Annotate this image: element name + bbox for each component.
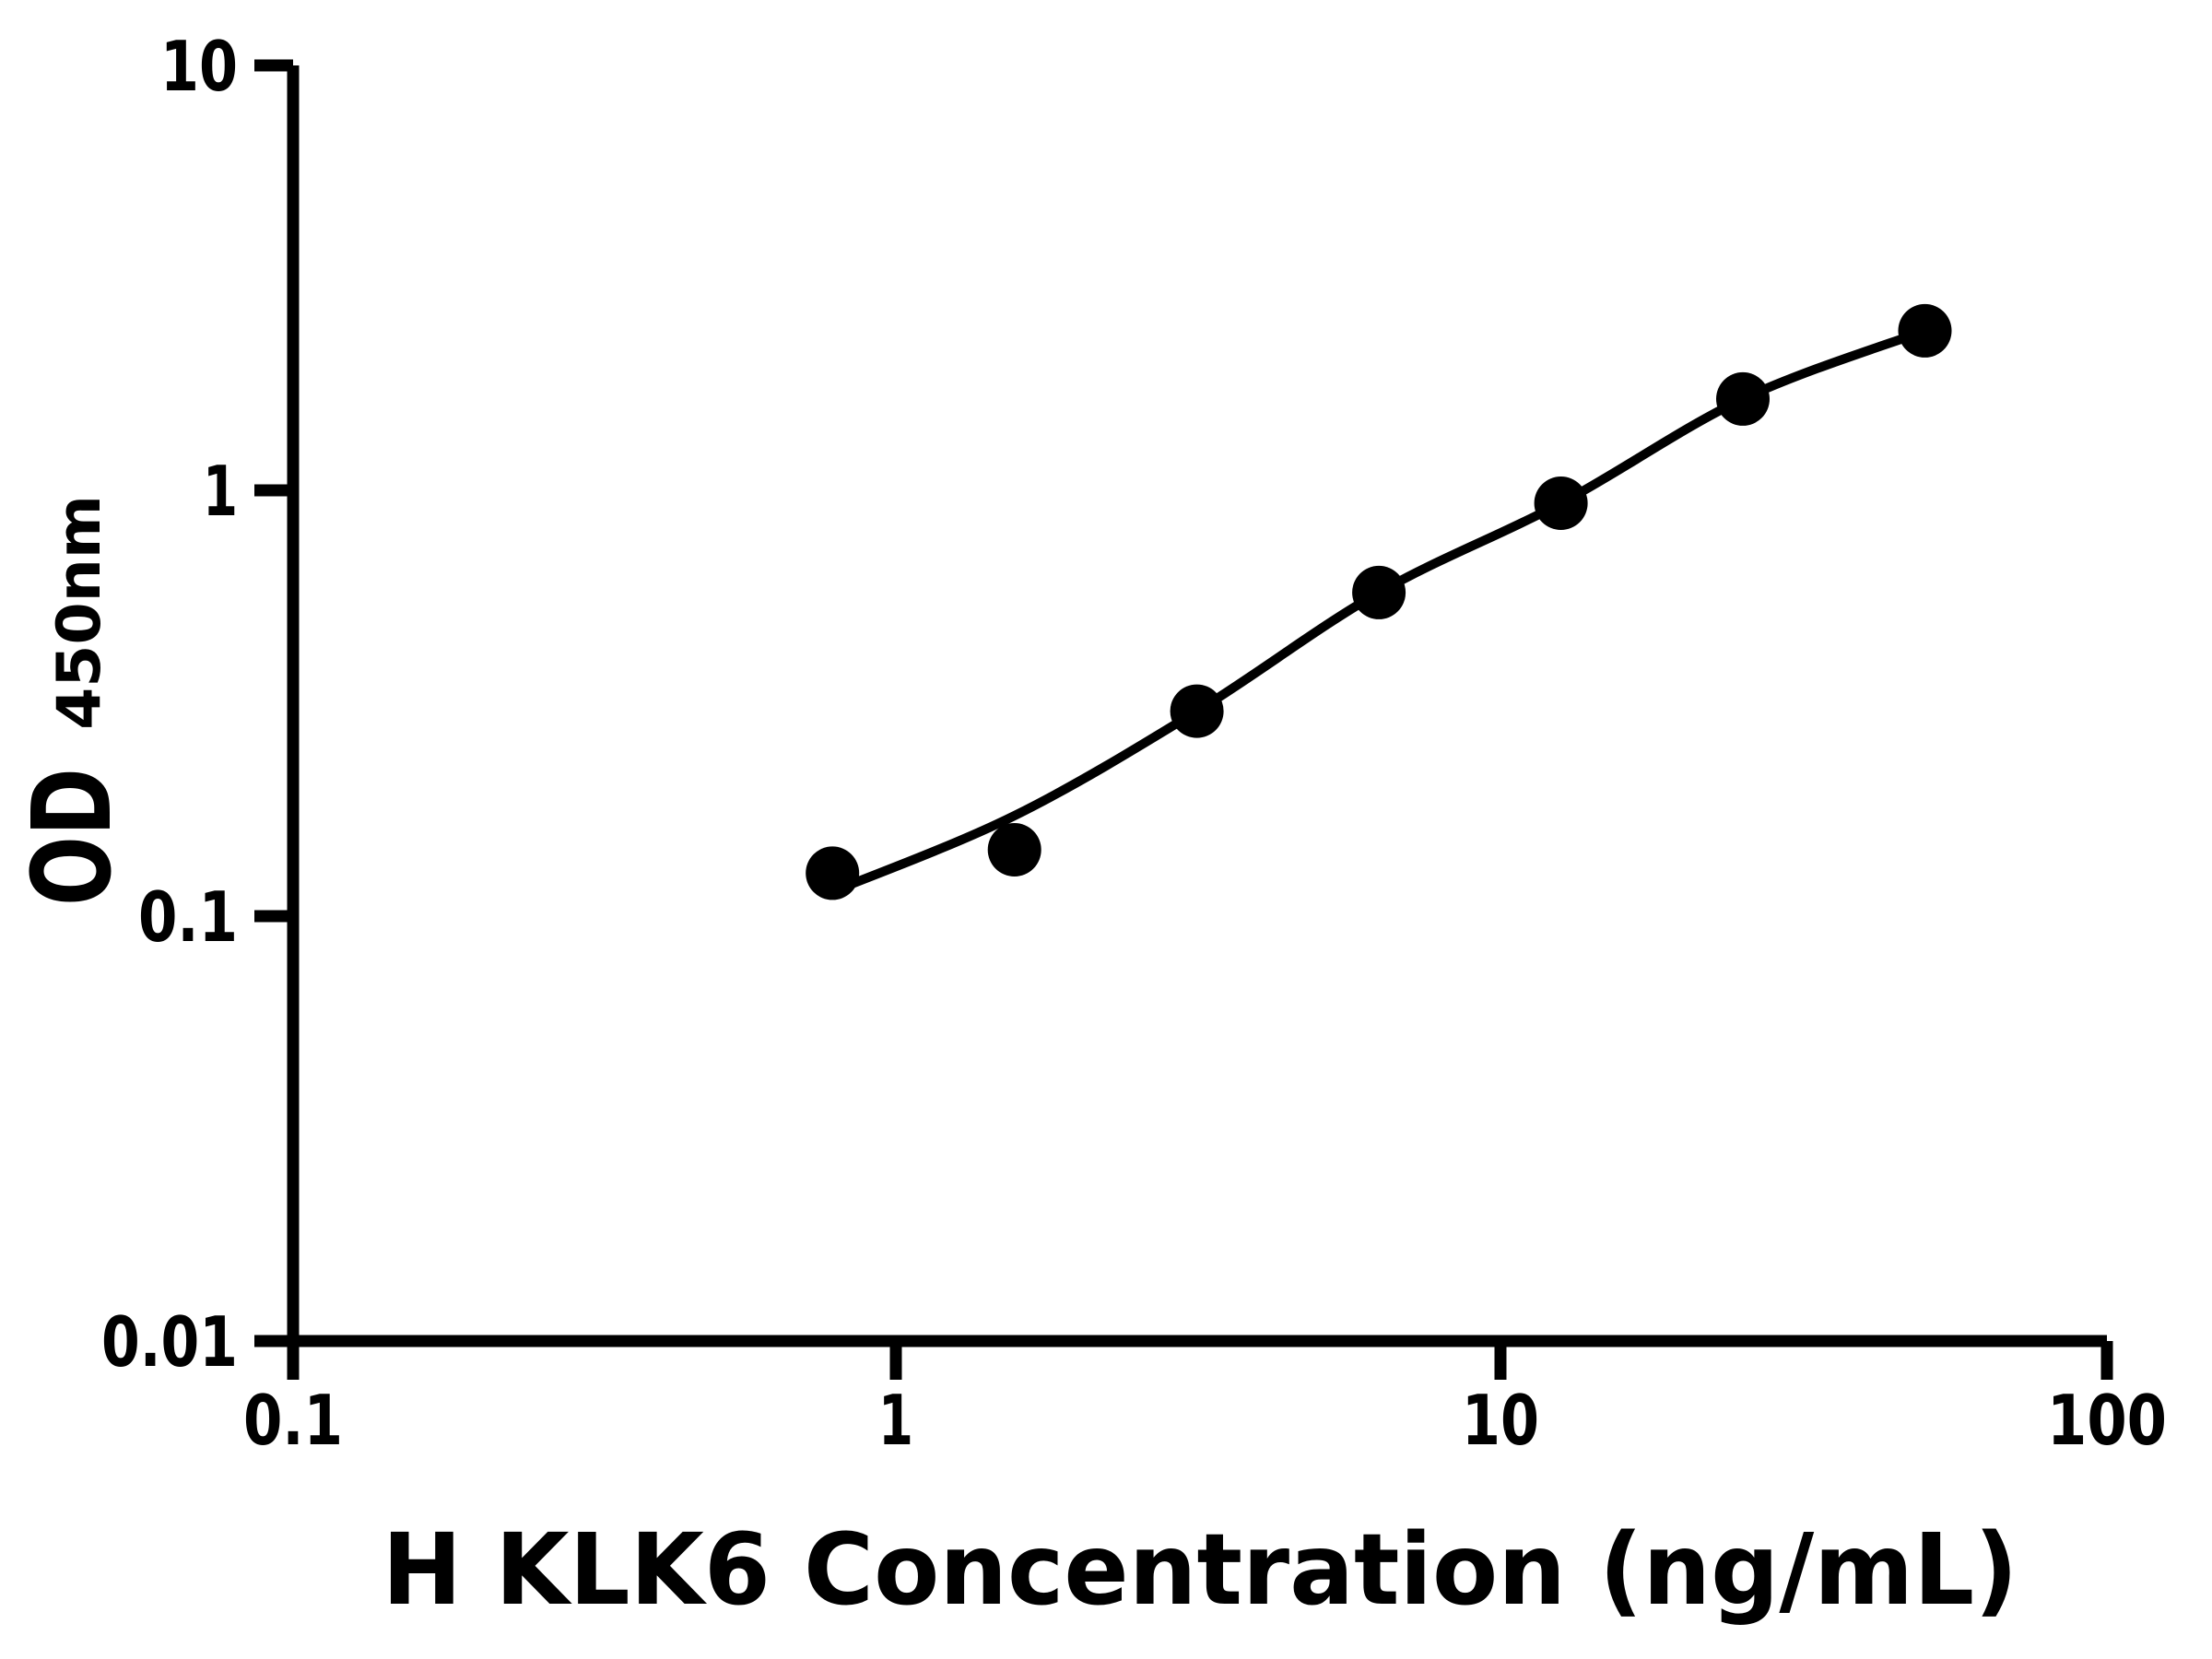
data-points bbox=[806, 303, 1952, 900]
y-tick-labels: 10 1 0.1 0.01 bbox=[101, 26, 238, 1382]
x-tick-label-100: 100 bbox=[2047, 1380, 2167, 1461]
x-axis-ticks bbox=[287, 1341, 2113, 1380]
y-tick-label-0-1: 0.1 bbox=[138, 877, 238, 958]
x-tick-labels: 0.1 1 10 100 bbox=[243, 1380, 2167, 1461]
data-point bbox=[1352, 565, 1406, 619]
y-axis-ticks bbox=[254, 59, 293, 1347]
data-point bbox=[1716, 371, 1770, 426]
axes bbox=[254, 59, 2113, 1380]
y-axis-title-subscript: 450nm bbox=[45, 495, 114, 730]
data-point bbox=[1534, 477, 1588, 530]
data-point bbox=[1170, 684, 1224, 738]
y-tick-label-0-01: 0.01 bbox=[101, 1301, 238, 1382]
y-axis-title: OD 450nm bbox=[8, 495, 135, 906]
y-tick-label-10: 10 bbox=[160, 26, 238, 107]
y-axis-title-main: OD bbox=[8, 768, 135, 906]
data-point bbox=[806, 846, 860, 900]
x-tick-label-0-1: 0.1 bbox=[243, 1380, 343, 1461]
data-point bbox=[987, 823, 1041, 877]
data-point bbox=[1898, 303, 1952, 358]
y-tick-label-1: 1 bbox=[203, 451, 238, 532]
x-axis-title: H KLK6 Concentration (ng/mL) bbox=[382, 1513, 2018, 1628]
x-tick-label-10: 10 bbox=[1462, 1380, 1539, 1461]
x-tick-label-1: 1 bbox=[878, 1380, 913, 1461]
